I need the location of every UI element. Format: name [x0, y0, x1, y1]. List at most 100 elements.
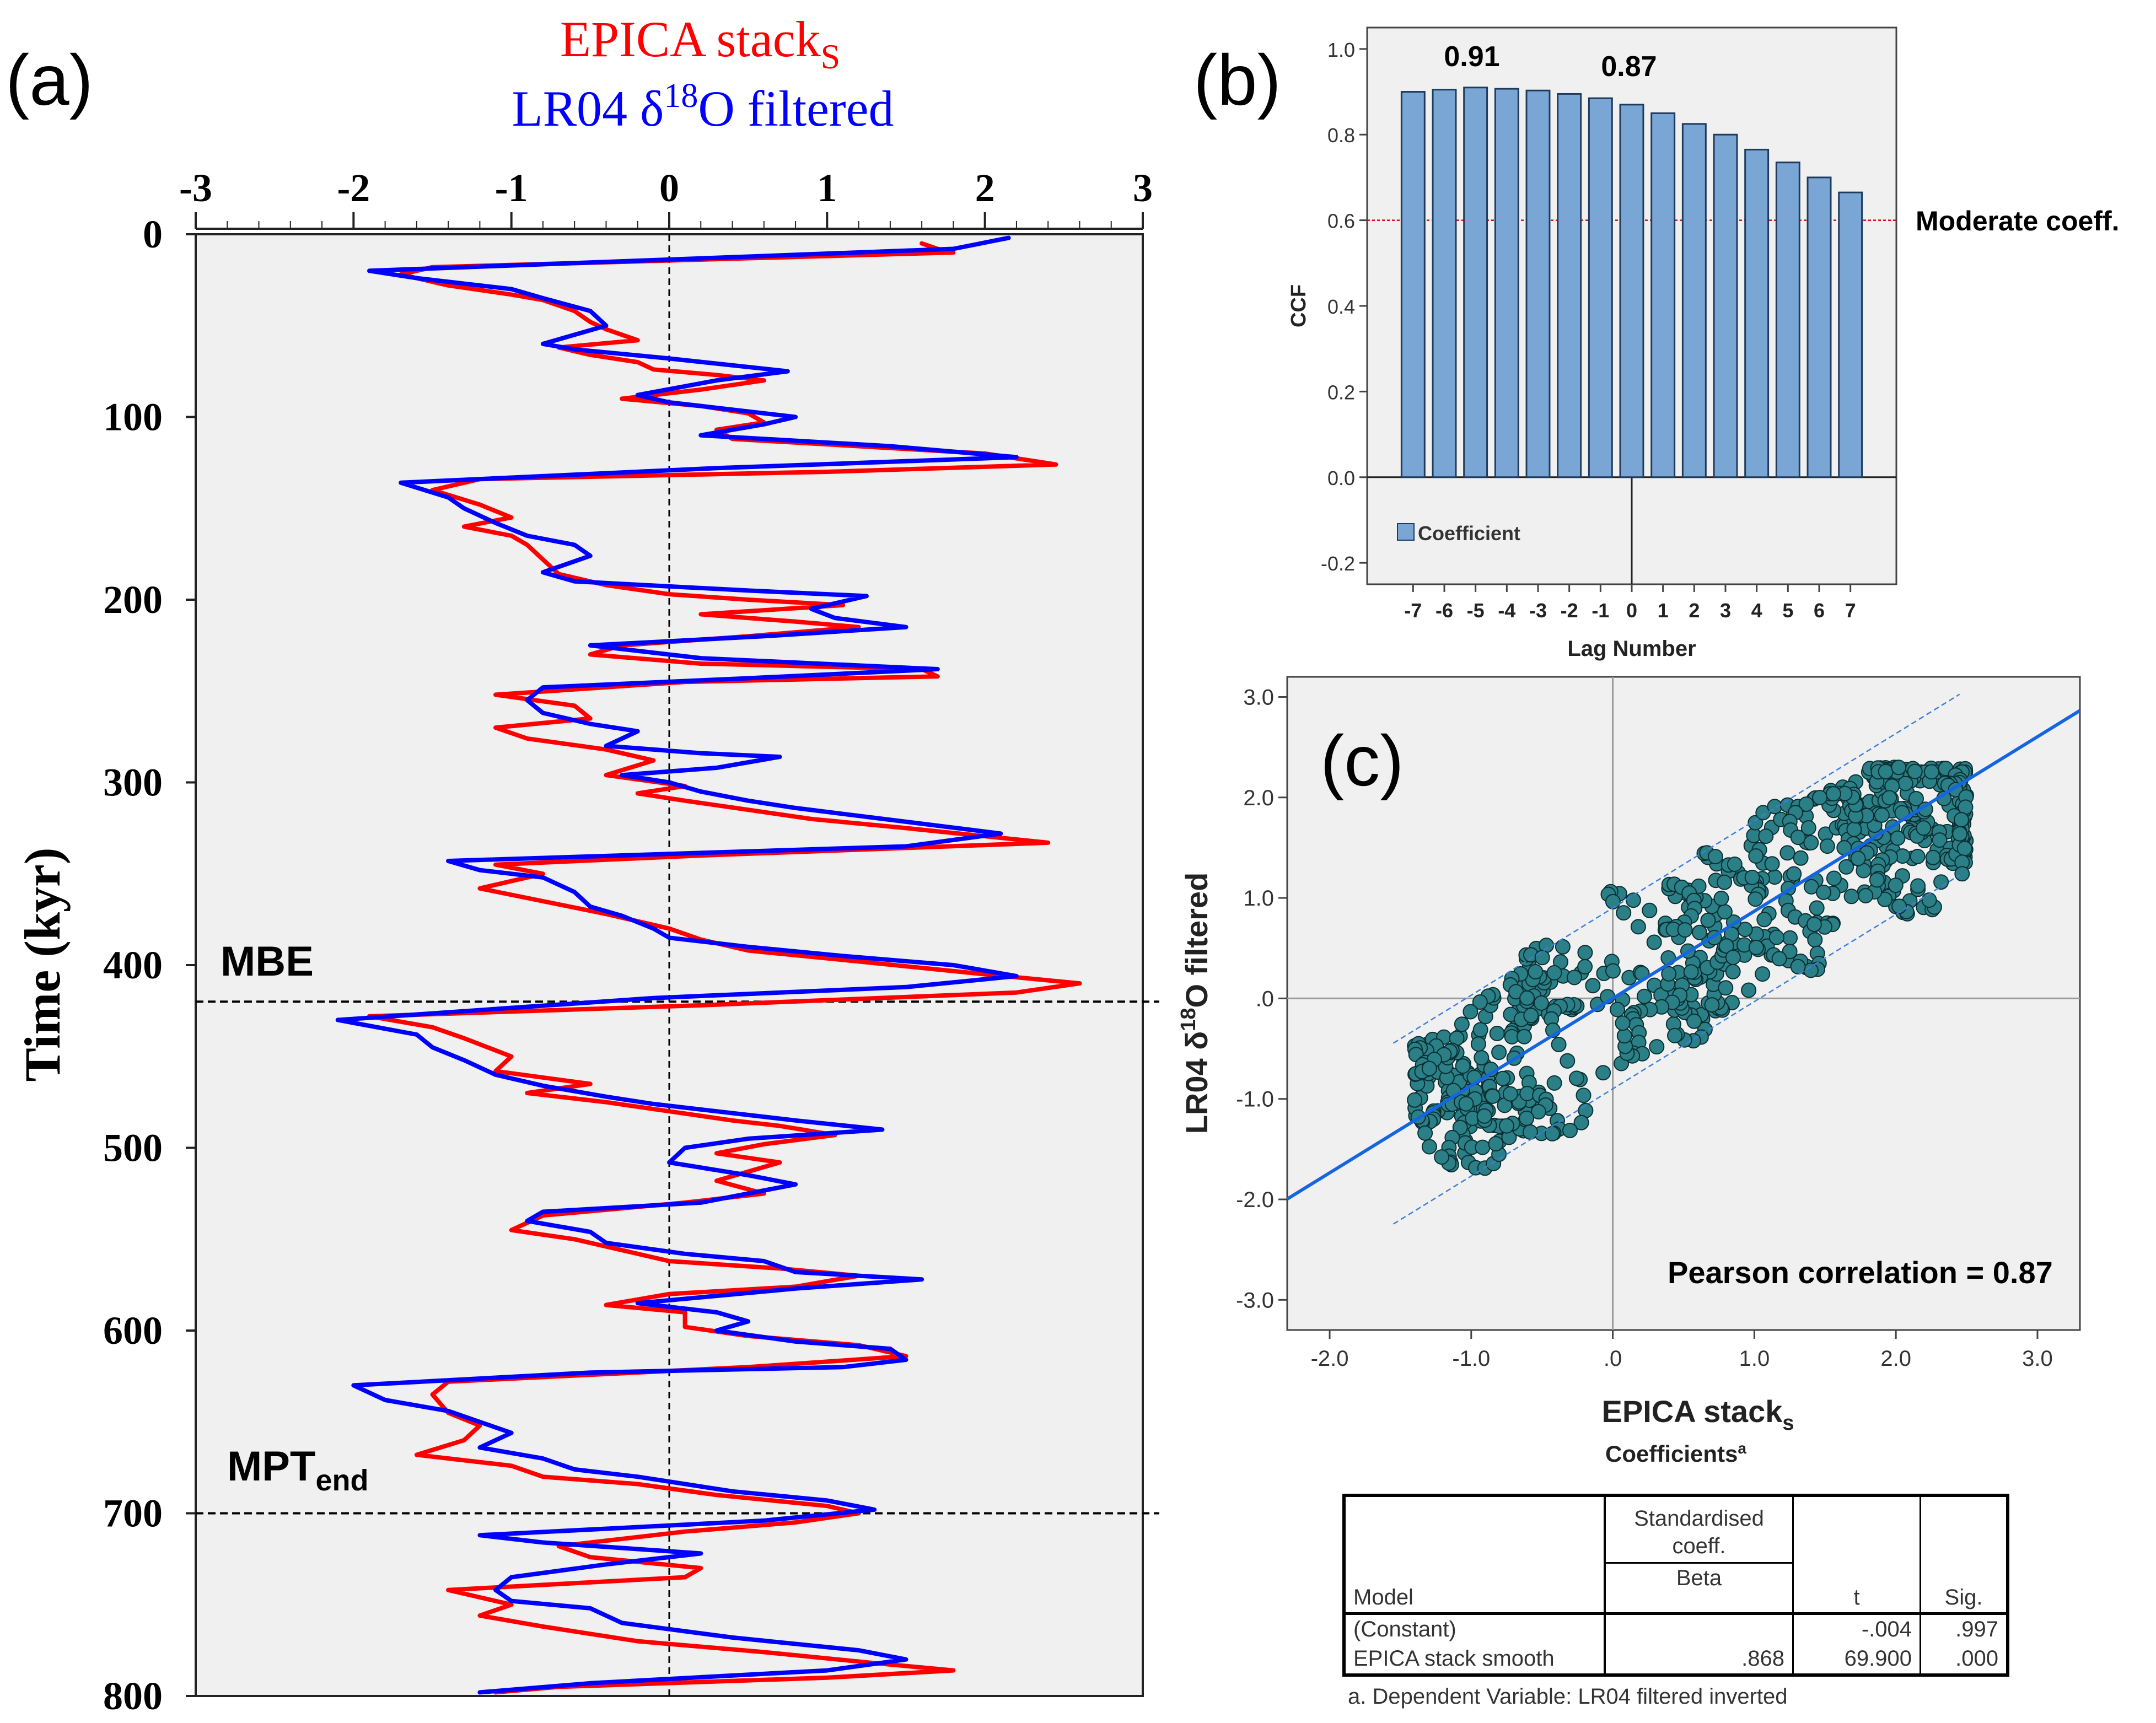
scatter-point [1519, 1110, 1535, 1126]
a-x-tick-label: 1 [817, 166, 837, 210]
scatter-point [1605, 963, 1621, 979]
scatter-point [1910, 848, 1926, 864]
c-x-tick-label: -2.0 [1311, 1347, 1349, 1371]
ccf-bar [1744, 148, 1770, 478]
scatter-point [1421, 1060, 1437, 1076]
panel-c-fit-lines [1287, 693, 2080, 1225]
row2-t: 69.900 [1793, 1644, 1921, 1675]
scatter-point [1488, 1136, 1504, 1152]
scatter-point [1725, 963, 1741, 979]
scatter-point [1472, 994, 1488, 1010]
b-x-tick-label: -4 [1498, 599, 1515, 622]
a-y-tick-label: 800 [103, 1674, 163, 1718]
scatter-point [1921, 892, 1937, 908]
scatter-point [1725, 950, 1741, 965]
header-model: Model [1353, 1585, 1413, 1609]
panel-c-ylabel: LR04 δ18O filtered [1177, 873, 1214, 1134]
b-y-tick-label: -0.2 [1321, 552, 1355, 575]
scatter-point [1502, 1086, 1518, 1102]
scatter-point [1890, 830, 1906, 846]
c-y-tick-label: 1.0 [1243, 886, 1274, 911]
panel-a-ylabel: Time (kyr) [14, 847, 71, 1081]
header-sig: Sig. [1944, 1585, 1983, 1609]
scatter-point [1704, 997, 1720, 1013]
scatter-point [1546, 965, 1562, 981]
b-x-tick-label: 6 [1814, 599, 1825, 622]
scatter-point [1625, 892, 1641, 908]
scatter-point [1952, 826, 1968, 842]
scatter-point [1717, 904, 1733, 920]
scatter-point [1454, 1016, 1470, 1032]
legend-label: Coefficient [1418, 522, 1520, 545]
coefficients-table: Model Standardised coeff. t Sig. Beta (C… [1342, 1494, 2009, 1714]
a-x-tick-label: -1 [495, 166, 528, 210]
c-y-tick-label: -1.0 [1236, 1087, 1274, 1112]
ccf-bar [1713, 133, 1738, 478]
b-x-tick-label: 3 [1720, 599, 1731, 622]
scatter-point [1713, 890, 1729, 906]
a-y-tick-label: 100 [103, 395, 163, 439]
scatter-point [1686, 1013, 1702, 1029]
scatter-point [1812, 790, 1828, 805]
lr04-filtered-curve [335, 235, 1019, 1695]
b-x-tick-label: -2 [1561, 599, 1578, 622]
scatter-point [1925, 849, 1941, 865]
scatter-point [1707, 849, 1723, 865]
scatter-point [1798, 796, 1814, 812]
scatter-point [1519, 990, 1535, 1006]
scatter-point [1474, 1050, 1490, 1065]
scatter-point [1846, 821, 1862, 837]
scatter-point [1809, 900, 1825, 916]
scatter-point [1790, 830, 1806, 846]
b-x-tick-label: 4 [1751, 599, 1762, 622]
scatter-point [1779, 845, 1795, 861]
scatter-point [1700, 912, 1716, 928]
b-x-tick-label: -7 [1404, 599, 1422, 622]
panel-c: -2.0 -1.0 .0 1.0 2.0 3.0 3.0 2.0 1.0 .0 -1.0 -2.0 -3… [1177, 676, 2081, 1435]
panel-c-xlabel: EPICA stacks [1602, 1394, 1794, 1435]
scatter-point [1546, 1075, 1562, 1091]
scatter-point [1916, 820, 1932, 836]
b-x-tick-label: 5 [1782, 599, 1793, 622]
c-x-tick-label: .0 [1604, 1347, 1622, 1371]
scatter-point [1816, 884, 1831, 900]
scatter-point [1560, 1053, 1576, 1069]
scatter-point [1661, 966, 1677, 982]
pearson-label: Pearson correlation = 0.87 [1668, 1255, 2053, 1290]
moderate-coeff-label: Moderate coeff. [1916, 206, 2120, 236]
b-y-tick-label: 0.2 [1327, 381, 1355, 403]
scatter-point [1755, 966, 1771, 982]
a-y-tick-label: 200 [103, 578, 163, 622]
row1-beta [1605, 1613, 1794, 1644]
scatter-point [1843, 889, 1859, 904]
ccf-bar [1806, 176, 1832, 478]
b-y-tick-label: 1.0 [1327, 39, 1355, 61]
scatter-point [1519, 1086, 1535, 1101]
c-xlabel-sub: s [1782, 1412, 1794, 1435]
scatter-point [1463, 1004, 1478, 1020]
scatter-point [1748, 940, 1764, 955]
lr04-title-post: O filtered [698, 80, 894, 137]
scatter-point [1737, 922, 1753, 938]
scatter-point [1577, 959, 1593, 974]
scatter-point [1528, 964, 1544, 979]
scatter-point [1568, 1070, 1584, 1086]
mpt-label-main: MPT [227, 1443, 315, 1490]
scatter-point [1452, 1119, 1468, 1135]
scatter-point [1534, 950, 1550, 966]
annotation-0-87: 0.87 [1601, 51, 1657, 83]
scatter-point [1954, 866, 1970, 882]
scatter-point [1782, 944, 1798, 960]
c-y-tick-label: -2.0 [1236, 1188, 1274, 1212]
scatter-point [1522, 1124, 1538, 1140]
scatter-point [1932, 832, 1948, 848]
scatter-point [1499, 1118, 1514, 1134]
scatter-point [1683, 964, 1699, 980]
scatter-point [1455, 1058, 1471, 1074]
scatter-point [1877, 891, 1893, 907]
scatter-point [1566, 970, 1582, 986]
c-ylabel-sup: 18 [1177, 1008, 1200, 1031]
scatter-point [1806, 917, 1822, 932]
panel-a-title-lr04: LR04 δ18O filtered [512, 77, 894, 137]
